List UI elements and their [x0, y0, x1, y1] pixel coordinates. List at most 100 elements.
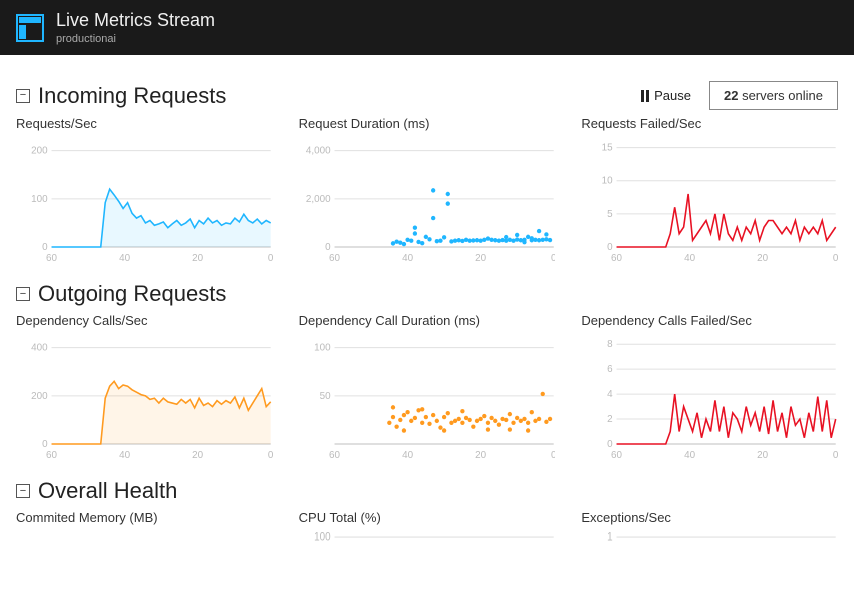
section-title: −Outgoing Requests [16, 281, 226, 307]
pause-icon [641, 90, 649, 102]
chart-title: Dependency Calls Failed/Sec [581, 313, 838, 328]
section-title-text: Incoming Requests [38, 83, 226, 109]
section-title: −Incoming Requests [16, 83, 226, 109]
svg-text:20: 20 [757, 450, 768, 461]
svg-text:20: 20 [475, 450, 486, 461]
svg-text:10: 10 [602, 176, 613, 187]
svg-text:40: 40 [119, 450, 130, 461]
pause-button[interactable]: Pause [633, 84, 699, 107]
svg-text:40: 40 [402, 450, 413, 461]
chart-cell: Requests Failed/Sec 0 5 10 15 60 40 20 0 [581, 116, 838, 267]
content-area: −Incoming RequestsPause22 servers online… [0, 55, 854, 595]
chart: 0 5 10 15 60 40 20 0 [581, 137, 838, 267]
chart [16, 531, 273, 575]
header-controls: Pause 22 servers online [633, 81, 838, 110]
svg-text:60: 60 [329, 253, 340, 264]
chart-cell: Commited Memory (MB) [16, 510, 273, 575]
svg-text:2,000: 2,000 [306, 194, 331, 205]
chart-title: Commited Memory (MB) [16, 510, 273, 525]
svg-text:0: 0 [42, 242, 48, 253]
svg-text:0: 0 [551, 450, 556, 461]
svg-text:4,000: 4,000 [306, 146, 331, 157]
svg-text:200: 200 [31, 391, 48, 402]
chart-grid: Requests/Sec01002006040200Request Durati… [16, 116, 838, 267]
chart-cell: Dependency Calls/Sec02004006040200 [16, 313, 273, 464]
svg-text:15: 15 [602, 143, 613, 154]
section-title-text: Outgoing Requests [38, 281, 226, 307]
chart-grid: Dependency Calls/Sec02004006040200Depend… [16, 313, 838, 464]
svg-text:0: 0 [551, 253, 556, 264]
chart-title: Requests/Sec [16, 116, 273, 131]
svg-text:0: 0 [325, 242, 331, 253]
svg-text:100: 100 [314, 343, 331, 354]
chart: 1 [581, 531, 838, 575]
chart-title: Dependency Call Duration (ms) [299, 313, 556, 328]
svg-text:100: 100 [31, 194, 48, 205]
pause-label: Pause [654, 88, 691, 103]
servers-count: 22 [724, 88, 738, 103]
collapse-icon[interactable]: − [16, 484, 30, 498]
collapse-icon[interactable]: − [16, 287, 30, 301]
section-header: −Incoming Requests Pause 22 servers online [16, 81, 838, 110]
chart-cell: Exceptions/Sec 1 [581, 510, 838, 575]
section-title: −Overall Health [16, 478, 177, 504]
svg-text:20: 20 [192, 450, 203, 461]
svg-text:1: 1 [607, 531, 613, 544]
svg-text:0: 0 [607, 242, 613, 253]
servers-online-button[interactable]: 22 servers online [709, 81, 838, 110]
app-title: Live Metrics Stream [56, 10, 215, 31]
svg-text:0: 0 [833, 450, 838, 461]
app-header: Live Metrics Stream productionai [0, 0, 854, 55]
svg-text:100: 100 [314, 531, 330, 544]
svg-text:40: 40 [402, 253, 413, 264]
svg-text:400: 400 [31, 343, 48, 354]
chart-grid: Commited Memory (MB) CPU Total (%) 100 Exce… [16, 510, 838, 575]
chart: 02004006040200 [16, 334, 273, 464]
svg-text:60: 60 [329, 450, 340, 461]
chart: 50 100 60 40 20 0 [299, 334, 556, 464]
svg-text:20: 20 [757, 253, 768, 264]
chart-title: Exceptions/Sec [581, 510, 838, 525]
collapse-icon[interactable]: − [16, 89, 30, 103]
svg-text:2: 2 [607, 414, 613, 425]
svg-text:40: 40 [119, 253, 130, 264]
servers-suffix: servers online [742, 88, 823, 103]
svg-text:60: 60 [46, 253, 57, 264]
svg-text:0: 0 [607, 439, 613, 450]
svg-text:40: 40 [684, 450, 695, 461]
chart-title: Dependency Calls/Sec [16, 313, 273, 328]
chart-title: CPU Total (%) [299, 510, 556, 525]
svg-text:20: 20 [475, 253, 486, 264]
svg-text:20: 20 [192, 253, 203, 264]
header-text: Live Metrics Stream productionai [56, 10, 215, 45]
chart: 01002006040200 [16, 137, 273, 267]
chart-cell: CPU Total (%) 100 [299, 510, 556, 575]
chart-cell: Requests/Sec01002006040200 [16, 116, 273, 267]
svg-text:50: 50 [319, 391, 330, 402]
chart: 0 2,000 4,000 60 40 20 0 [299, 137, 556, 267]
app-subtitle: productionai [56, 33, 215, 45]
chart: 100 [299, 531, 556, 575]
svg-text:0: 0 [268, 253, 273, 264]
svg-text:5: 5 [607, 209, 613, 220]
svg-text:60: 60 [611, 253, 622, 264]
section-header: −Overall Health [16, 478, 838, 504]
svg-text:200: 200 [31, 146, 48, 157]
svg-text:0: 0 [268, 450, 273, 461]
chart-title: Requests Failed/Sec [581, 116, 838, 131]
svg-text:60: 60 [611, 450, 622, 461]
svg-text:4: 4 [607, 389, 613, 400]
svg-text:40: 40 [684, 253, 695, 264]
chart-cell: Request Duration (ms) 0 2,000 4,000 60 40 20 0 [299, 116, 556, 267]
svg-text:0: 0 [42, 439, 48, 450]
svg-text:8: 8 [607, 339, 613, 350]
app-logo-icon [16, 14, 44, 42]
chart: 0 2 4 6 8 60 40 20 0 [581, 334, 838, 464]
svg-text:0: 0 [833, 253, 838, 264]
svg-text:60: 60 [46, 450, 57, 461]
section-header: −Outgoing Requests [16, 281, 838, 307]
chart-cell: Dependency Calls Failed/Sec 0 2 4 6 8 60 40 20 0 [581, 313, 838, 464]
chart-cell: Dependency Call Duration (ms) 50 100 60 40 20… [299, 313, 556, 464]
svg-text:6: 6 [607, 364, 613, 375]
chart-title: Request Duration (ms) [299, 116, 556, 131]
